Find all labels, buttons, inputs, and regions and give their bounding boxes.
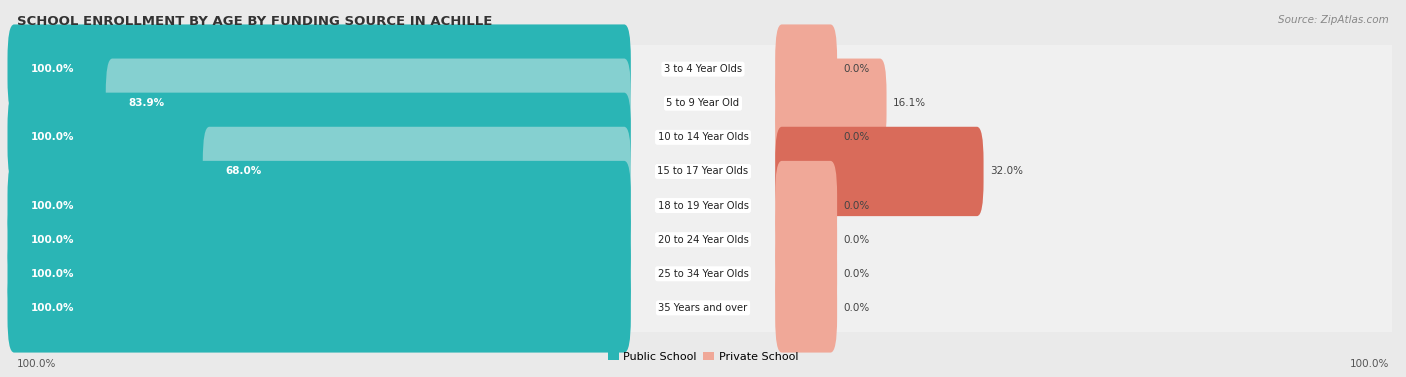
FancyBboxPatch shape <box>8 93 1398 250</box>
FancyBboxPatch shape <box>8 0 1398 147</box>
Text: 20 to 24 Year Olds: 20 to 24 Year Olds <box>658 234 748 245</box>
FancyBboxPatch shape <box>105 58 631 148</box>
Text: 100.0%: 100.0% <box>31 64 75 74</box>
FancyBboxPatch shape <box>7 161 631 250</box>
Text: 100.0%: 100.0% <box>31 303 75 313</box>
Text: 0.0%: 0.0% <box>844 132 870 143</box>
Text: 100.0%: 100.0% <box>31 269 75 279</box>
FancyBboxPatch shape <box>7 93 631 182</box>
Text: 10 to 14 Year Olds: 10 to 14 Year Olds <box>658 132 748 143</box>
Text: 18 to 19 Year Olds: 18 to 19 Year Olds <box>658 201 748 211</box>
Text: 100.0%: 100.0% <box>31 234 75 245</box>
Text: 100.0%: 100.0% <box>17 359 56 369</box>
FancyBboxPatch shape <box>8 195 1398 352</box>
FancyBboxPatch shape <box>775 25 837 114</box>
Text: 100.0%: 100.0% <box>31 132 75 143</box>
Text: SCHOOL ENROLLMENT BY AGE BY FUNDING SOURCE IN ACHILLE: SCHOOL ENROLLMENT BY AGE BY FUNDING SOUR… <box>17 15 492 28</box>
FancyBboxPatch shape <box>7 229 631 319</box>
FancyBboxPatch shape <box>775 229 837 319</box>
Text: 0.0%: 0.0% <box>844 64 870 74</box>
Text: 32.0%: 32.0% <box>990 166 1024 176</box>
Text: 35 Years and over: 35 Years and over <box>658 303 748 313</box>
Text: 3 to 4 Year Olds: 3 to 4 Year Olds <box>664 64 742 74</box>
Text: 5 to 9 Year Old: 5 to 9 Year Old <box>666 98 740 108</box>
FancyBboxPatch shape <box>775 93 837 182</box>
FancyBboxPatch shape <box>7 263 631 352</box>
FancyBboxPatch shape <box>775 58 887 148</box>
Text: Source: ZipAtlas.com: Source: ZipAtlas.com <box>1278 15 1389 25</box>
Text: 0.0%: 0.0% <box>844 201 870 211</box>
FancyBboxPatch shape <box>8 230 1398 377</box>
Text: 15 to 17 Year Olds: 15 to 17 Year Olds <box>658 166 748 176</box>
FancyBboxPatch shape <box>7 195 631 284</box>
FancyBboxPatch shape <box>8 59 1398 216</box>
FancyBboxPatch shape <box>775 195 837 284</box>
Text: 0.0%: 0.0% <box>844 269 870 279</box>
FancyBboxPatch shape <box>202 127 631 216</box>
FancyBboxPatch shape <box>775 161 837 250</box>
Text: 100.0%: 100.0% <box>1350 359 1389 369</box>
FancyBboxPatch shape <box>775 263 837 352</box>
FancyBboxPatch shape <box>8 25 1398 182</box>
Text: 100.0%: 100.0% <box>31 201 75 211</box>
FancyBboxPatch shape <box>7 25 631 114</box>
Text: 16.1%: 16.1% <box>893 98 927 108</box>
Legend: Public School, Private School: Public School, Private School <box>603 348 803 366</box>
FancyBboxPatch shape <box>8 127 1398 284</box>
Text: 25 to 34 Year Olds: 25 to 34 Year Olds <box>658 269 748 279</box>
Text: 0.0%: 0.0% <box>844 234 870 245</box>
FancyBboxPatch shape <box>775 127 984 216</box>
Text: 83.9%: 83.9% <box>129 98 165 108</box>
Text: 0.0%: 0.0% <box>844 303 870 313</box>
FancyBboxPatch shape <box>8 161 1398 318</box>
Text: 68.0%: 68.0% <box>226 166 262 176</box>
